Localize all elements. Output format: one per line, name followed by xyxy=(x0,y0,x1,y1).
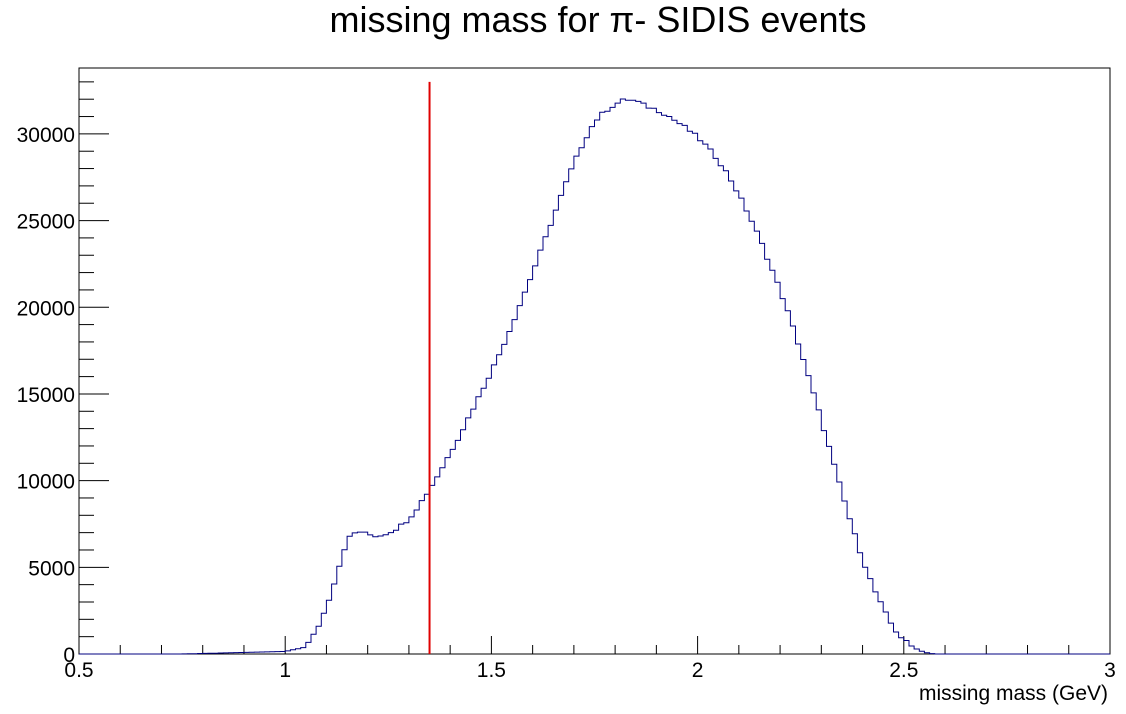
plot-frame xyxy=(78,67,1111,655)
y-tick-label: 10000 xyxy=(17,471,75,494)
chart-title: missing mass for π- SIDIS events xyxy=(330,0,867,40)
x-axis-title: missing mass (GeV) xyxy=(919,682,1108,705)
y-tick-label: 20000 xyxy=(17,297,75,320)
x-tick-label: 3 xyxy=(1104,659,1116,682)
y-axis: 0 5000 10000 15000 20000 25000 30000 xyxy=(17,81,109,667)
x-tick-label: 2 xyxy=(692,659,704,682)
y-tick-label: 25000 xyxy=(17,211,75,234)
x-tick-label: 1 xyxy=(279,659,291,682)
x-tick-label: 2.5 xyxy=(889,659,918,682)
y-tick-label: 0 xyxy=(63,644,75,667)
y-tick-label: 5000 xyxy=(28,557,75,580)
x-tick-label: 0.5 xyxy=(64,659,93,682)
y-tick-label: 30000 xyxy=(17,124,75,147)
x-tick-label: 1.5 xyxy=(477,659,506,682)
x-axis: 0.5 1 1.5 2 2.5 3 xyxy=(64,636,1116,682)
histogram-series xyxy=(79,98,1110,655)
y-tick-label: 15000 xyxy=(17,384,75,407)
